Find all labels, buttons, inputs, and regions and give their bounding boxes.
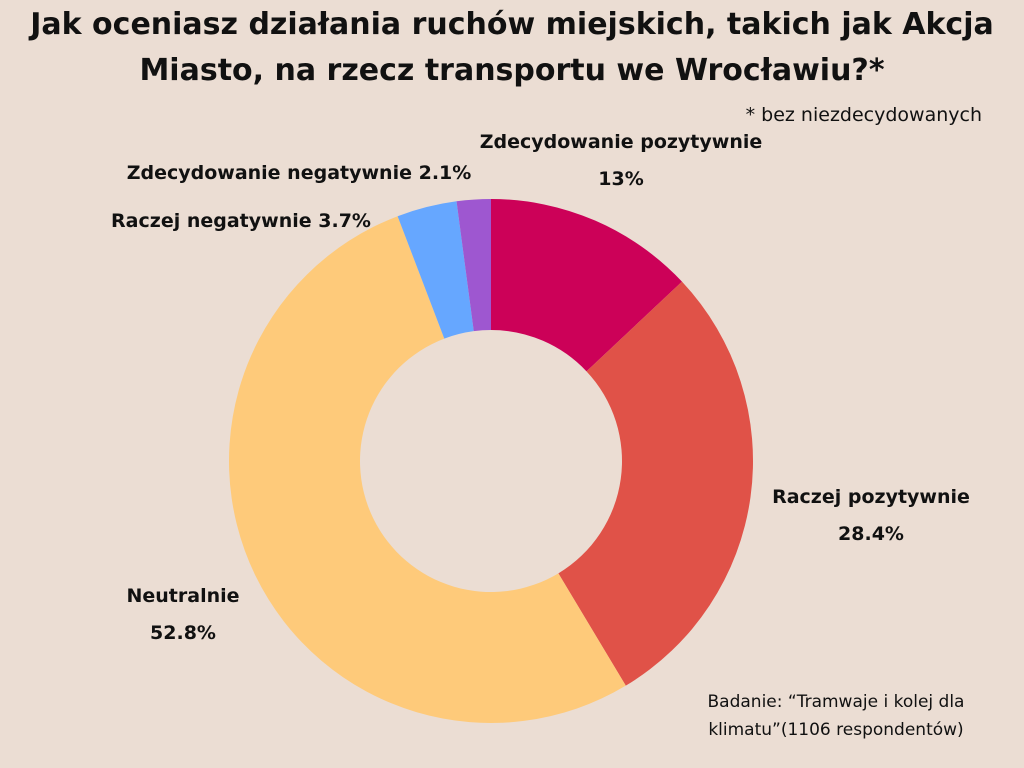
donut-slice-4 <box>456 199 491 332</box>
slice-label-value: 13% <box>598 168 644 190</box>
slice-label-value: 28.4% <box>838 523 904 545</box>
slice-label-value: 2.1% <box>418 162 472 184</box>
slice-label-neutralnie: Neutralnie 52.8% <box>110 578 256 652</box>
chart-title-line-1: Jak oceniasz działania ruchów miejskich,… <box>30 7 994 42</box>
donut-slice-2 <box>229 216 626 723</box>
slice-label-raczej-pozytywnie: Raczej pozytywnie 28.4% <box>758 479 984 553</box>
chart-note: * bez niezdecydowanych <box>745 104 982 126</box>
chart-source: Badanie: “Tramwaje i kolej dla klimatu”(… <box>688 688 984 744</box>
slice-label-zdecydowanie-negatywnie: Zdecydowanie negatywnie 2.1% <box>98 155 500 192</box>
slice-label-value: 3.7% <box>318 210 371 232</box>
slice-label-zdecydowanie-pozytywnie: Zdecydowanie pozytywnie 13% <box>463 124 779 198</box>
slice-label-name: Raczej negatywnie <box>111 210 312 232</box>
chart-source-line-2: klimatu”(1106 respondentów) <box>708 720 964 740</box>
slice-label-name: Raczej pozytywnie <box>772 486 970 508</box>
donut-slice-1 <box>558 281 754 686</box>
donut-slice-0 <box>491 199 682 372</box>
chart-source-line-1: Badanie: “Tramwaje i kolej dla <box>707 692 965 712</box>
slice-label-raczej-negatywnie: Raczej negatywnie 3.7% <box>92 203 390 240</box>
slice-label-name: Zdecydowanie negatywnie <box>126 162 412 184</box>
slice-label-name: Zdecydowanie pozytywnie <box>479 131 763 153</box>
slice-label-value: 52.8% <box>150 622 216 644</box>
chart-title-line-2: Miasto, na rzecz transportu we Wrocławiu… <box>139 53 885 88</box>
chart-title: Jak oceniasz działania ruchów miejskich,… <box>0 2 1024 94</box>
donut-slice-3 <box>397 201 474 339</box>
slice-label-name: Neutralnie <box>126 585 240 607</box>
